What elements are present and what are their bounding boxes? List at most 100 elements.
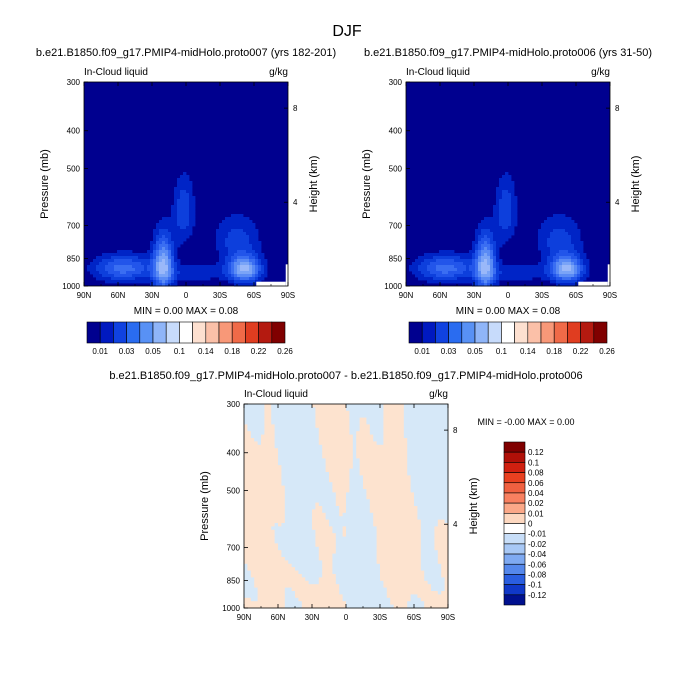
contour-cell (291, 550, 296, 554)
contour-cell (359, 519, 364, 524)
contour-cell (329, 441, 333, 446)
contour-cell (487, 241, 491, 245)
contour-cell (363, 441, 367, 446)
contour-cell (318, 563, 323, 568)
contour-cell (153, 283, 157, 287)
contour-cell (407, 417, 411, 422)
contour-cell (201, 274, 205, 278)
contour-cell (102, 271, 106, 275)
contour-cell (356, 489, 360, 493)
contour-cell (308, 512, 313, 517)
contour-cell (511, 220, 515, 224)
contour-cell (390, 417, 394, 422)
contour-cell (267, 444, 272, 449)
contour-cell (257, 485, 262, 490)
contour-cell (366, 431, 371, 435)
contour-cell (439, 277, 443, 281)
contour-cell (308, 529, 313, 534)
contour-cell (400, 434, 405, 439)
contour-cell (386, 492, 391, 497)
contour-cell (386, 506, 391, 510)
contour-cell (177, 214, 181, 218)
contour-cell (390, 543, 394, 548)
contour-cell (281, 434, 286, 439)
contour-cell (541, 271, 545, 275)
contour-cell (247, 567, 252, 571)
contour-cell (434, 417, 439, 422)
contour-cell (278, 512, 282, 517)
contour-cell (414, 424, 418, 429)
contour-cell (490, 262, 494, 266)
contour-cell (244, 523, 248, 527)
contour-cell (252, 253, 256, 257)
contour-cell (274, 546, 279, 551)
contour-cell (383, 529, 388, 534)
contour-cell (420, 431, 425, 435)
contour-cell (231, 244, 235, 248)
contour-cell (267, 424, 272, 429)
contour-cell (156, 223, 160, 227)
contour-cell (390, 455, 394, 459)
contour-cell (315, 499, 320, 503)
contour-cell (349, 502, 354, 507)
contour-cell (400, 540, 405, 544)
contour-cell (267, 519, 272, 524)
contour-cell (99, 259, 103, 263)
contour-cell (403, 492, 408, 497)
panel-1-y2label: Height (km) (308, 156, 320, 213)
contour-cell (141, 265, 145, 269)
contour-cell (329, 540, 333, 544)
contour-cell (278, 543, 282, 548)
contour-cell (393, 553, 398, 558)
contour-cell (325, 414, 330, 418)
contour-cell (352, 509, 357, 514)
contour-cell (444, 475, 449, 480)
contour-cell (437, 557, 442, 561)
contour-cell (417, 458, 422, 463)
contour-cell (222, 268, 226, 272)
contour-cell (284, 448, 289, 452)
contour-cell (312, 550, 316, 554)
contour-cell (305, 516, 309, 520)
contour-cell (252, 247, 256, 251)
contour-cell (126, 253, 130, 257)
contour-cell (288, 478, 292, 483)
contour-cell (431, 512, 435, 517)
contour-cell (305, 421, 309, 425)
contour-cell (376, 424, 381, 429)
contour-cell (105, 280, 109, 284)
contour-cell (250, 424, 255, 429)
contour-cell (559, 217, 563, 221)
contour-cell (180, 205, 184, 209)
contour-cell (472, 280, 476, 284)
contour-cell (441, 543, 445, 548)
contour-cell (271, 560, 275, 565)
contour-cell (490, 274, 494, 278)
contour-cell (278, 540, 282, 544)
contour-cell (244, 444, 248, 449)
contour-cell (138, 268, 142, 272)
contour-cell (162, 259, 166, 263)
contour-cell (529, 268, 533, 272)
contour-cell (496, 193, 500, 197)
contour-cell (410, 533, 415, 537)
contour-cell (339, 455, 343, 459)
contour-cell (547, 256, 551, 260)
contour-cell (250, 523, 255, 527)
contour-cell (444, 407, 449, 412)
contour-cell (335, 489, 340, 493)
contour-cell (111, 268, 115, 272)
contour-cell (410, 475, 415, 480)
contour-cell (403, 427, 408, 432)
contour-cell (359, 472, 364, 476)
contour-cell (475, 244, 479, 248)
contour-cell (342, 533, 347, 537)
contour-cell (284, 523, 289, 527)
contour-cell (189, 274, 193, 278)
contour-cell (278, 421, 282, 425)
contour-cell (349, 509, 354, 514)
contour-cell (431, 427, 435, 432)
contour-cell (418, 262, 422, 266)
contour-cell (369, 495, 374, 500)
contour-cell (390, 567, 394, 571)
